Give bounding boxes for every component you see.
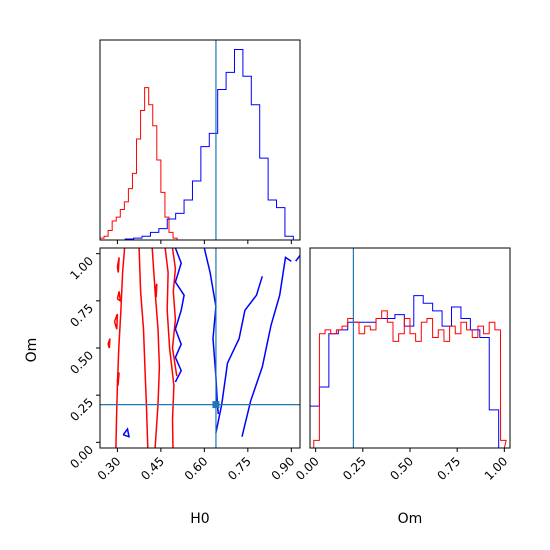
- contour-14: [241, 256, 292, 437]
- om-hist-tick-label-1: 0.25: [340, 454, 369, 483]
- contour-4: [171, 247, 178, 377]
- contour-0: [115, 247, 126, 449]
- contour-15: [122, 427, 130, 438]
- x-label-h0: H0: [190, 511, 209, 527]
- joint-frame: [99, 247, 301, 449]
- contour-16: [295, 255, 301, 262]
- joint-x-tick-label-4: 0.90: [269, 454, 298, 483]
- y-label-om: Om: [24, 338, 40, 363]
- truth-marker: [212, 401, 220, 409]
- contour-11: [174, 247, 185, 383]
- x-label-om: Om: [398, 511, 423, 527]
- contour-6: [116, 291, 122, 303]
- h0-hist-series-1: [124, 49, 294, 240]
- om-hist-tick-label-4: 1.00: [482, 454, 511, 483]
- joint-x-tick-label-1: 0.45: [138, 454, 167, 483]
- om-hist-tick-label-3: 0.75: [434, 454, 463, 483]
- contour-3: [164, 247, 175, 449]
- joint-y-tick-label-1: 0.25: [67, 395, 96, 424]
- om-hist-series-0: [309, 295, 509, 449]
- contour-5: [107, 338, 111, 349]
- h0-hist-series-0: [99, 87, 178, 240]
- contour-8: [116, 372, 120, 386]
- contour-10: [154, 283, 158, 298]
- om-hist-frame: [309, 247, 511, 449]
- om-hist-tick-label-2: 0.50: [387, 454, 416, 483]
- om-hist-tick-label-0: 0.00: [293, 454, 322, 483]
- joint-x-tick-label-0: 0.30: [95, 454, 124, 483]
- joint-x-tick-label-3: 0.75: [225, 454, 254, 483]
- joint-y-tick-label-0: 0.00: [67, 443, 96, 472]
- contour-2: [151, 247, 161, 449]
- contour-13: [215, 276, 264, 434]
- joint-y-tick-label-2: 0.50: [67, 348, 96, 377]
- joint-y-tick-label-4: 1.00: [67, 254, 96, 283]
- om-hist-series-1: [313, 310, 510, 449]
- h0-hist-frame: [99, 39, 301, 241]
- contour-1: [138, 247, 149, 449]
- joint-y-tick-label-3: 0.75: [67, 301, 96, 330]
- contour-7: [113, 313, 119, 330]
- contour-9: [116, 257, 120, 273]
- joint-x-tick-label-2: 0.60: [182, 454, 211, 483]
